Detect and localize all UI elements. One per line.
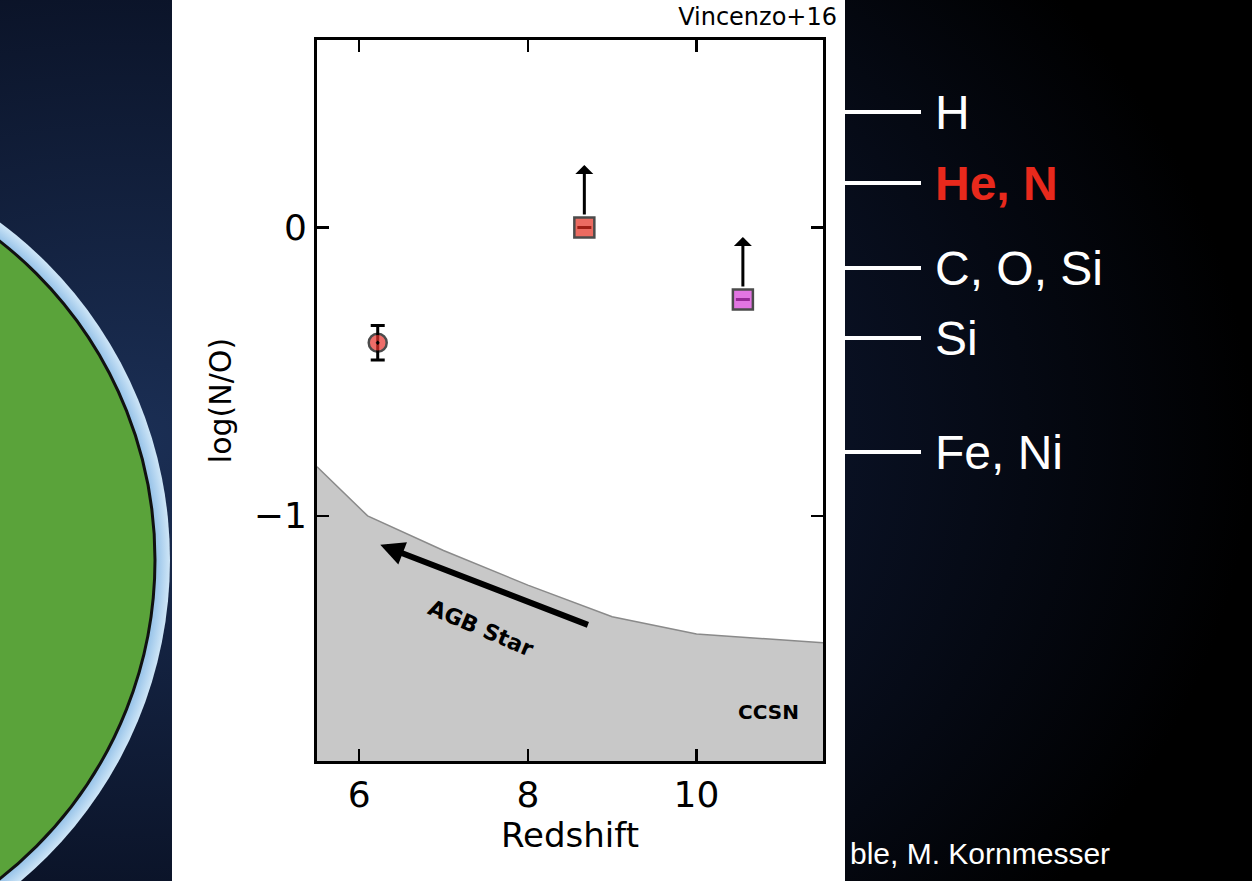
svg-text:log(N/O): log(N/O)	[203, 338, 238, 463]
svg-text:8: 8	[516, 774, 539, 815]
svg-text:Redshift: Redshift	[501, 815, 639, 855]
svg-text:10: 10	[674, 774, 720, 815]
html-text:He, N: He, N	[935, 156, 1058, 210]
html-text:H: H	[935, 85, 970, 139]
svg-text:6: 6	[348, 774, 371, 815]
svg-text:CCSN: CCSN	[738, 700, 799, 724]
svg-text:−1: −1	[254, 495, 307, 536]
svg-text:0: 0	[284, 207, 307, 248]
html-text:ble, M. Kornmesser: ble, M. Kornmesser	[850, 837, 1111, 870]
html-text:Si: Si	[935, 311, 978, 365]
html-text:Vincenzo+16: Vincenzo+16	[678, 3, 837, 31]
svg-text:AGB Star: AGB Star	[425, 595, 538, 662]
html-text:C, O, Si: C, O, Si	[935, 241, 1103, 295]
html-text:Fe, Ni: Fe, Ni	[935, 425, 1063, 479]
